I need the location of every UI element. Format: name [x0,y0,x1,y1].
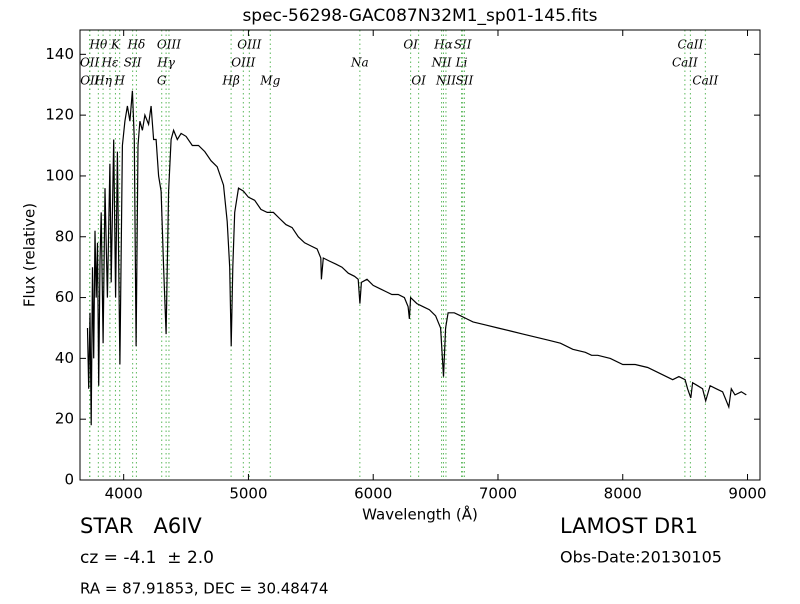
spectral-line-label: NII [431,56,452,70]
spectral-line-label: OII [80,74,100,88]
spectral-line-label: SII [124,56,142,70]
redshift-label: cz = -4.1 ± 2.0 [80,548,214,568]
spectral-line-label: K [110,38,121,52]
y-axis-label: Flux (relative) [21,203,39,307]
y-tick-label: 140 [45,45,74,63]
y-tick-label: 0 [64,471,74,489]
spectral-line-label: NII [435,74,456,88]
x-tick-label: 6000 [354,485,392,503]
spectral-line-label: Hθ [88,38,107,52]
x-tick-label: 7000 [479,485,517,503]
plot-frame [79,29,761,481]
spectral-line-label: CaII [677,38,703,52]
spectral-line-label: Na [350,56,369,70]
y-tick-label: 20 [55,410,74,428]
y-tick-label: 40 [55,349,74,367]
y-tick-label: 100 [45,166,74,184]
coords-label: RA = 87.91853, DEC = 30.48474 [80,580,328,598]
survey-label: LAMOST DR1 [560,514,698,538]
spectral-line-label: Hγ [156,56,175,70]
x-tick-label: 9000 [728,485,766,503]
spectral-line-label: OIII [237,38,261,52]
spectral-line-label: H [113,74,125,88]
spectral-line-label: SII [456,74,474,88]
spectral-line-label: OIII [231,56,255,70]
x-tick-label: 4000 [105,485,143,503]
y-tick-label: 120 [45,106,74,124]
spectral-line-label: Hε [100,56,118,70]
spectral-line-label: Hδ [127,38,146,52]
spectral-line-label: Mg [259,74,280,88]
spectrum-line [86,90,747,426]
y-tick-label: 60 [55,288,74,306]
spectral-line-label: Li [455,56,468,70]
x-axis-label: Wavelength (Å) [362,505,478,524]
object-label: STAR A6IV [80,514,202,538]
spectral-line-label: SII [454,38,472,52]
spectral-line-label: CaII [692,74,718,88]
spectral-line-label: Hβ [221,74,239,88]
spectral-line-label: OIII [157,38,181,52]
spectral-line-label: Hα [433,38,453,52]
y-tick-label: 80 [55,227,74,245]
spectral-line-label: OI [403,38,418,52]
chart-title: spec-56298-GAC087N32M1_sp01-145.fits [242,6,597,26]
spectral-line-label: CaII [672,56,698,70]
x-tick-label: 8000 [604,485,642,503]
obs-date-label: Obs-Date:20130105 [560,548,722,567]
x-tick-label: 5000 [229,485,267,503]
spectral-line-label: Hη [93,74,112,88]
spectral-line-label: OI [411,74,426,88]
spectral-line-label: G [157,74,167,88]
